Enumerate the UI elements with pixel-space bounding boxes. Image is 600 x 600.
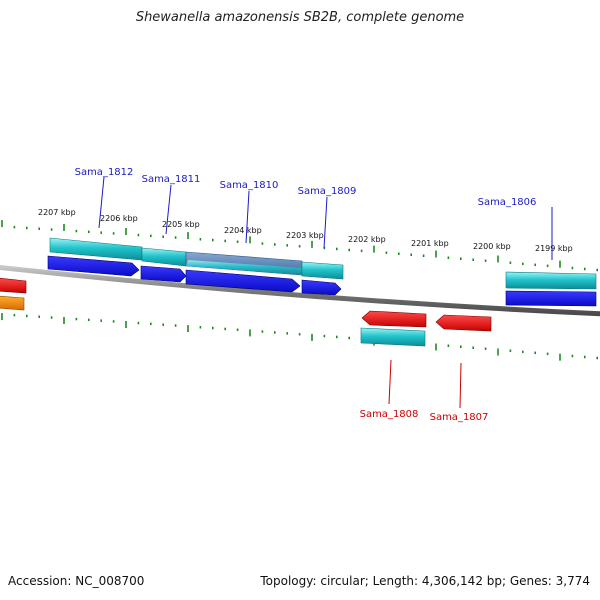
scale-label: 2204 kbp — [224, 226, 262, 235]
leader-line — [245, 190, 250, 244]
cds-arrow-reverse[interactable] — [435, 314, 492, 332]
leader-line — [459, 362, 462, 409]
lower-scale-ticks — [1, 313, 599, 361]
scale-label: 2207 kbp — [38, 208, 76, 217]
feature-block[interactable] — [505, 271, 597, 290]
leader-line — [388, 359, 392, 405]
scale-label: 2201 kbp — [411, 239, 449, 248]
cds-arrow-forward[interactable] — [185, 269, 301, 293]
cds-arrow-forward[interactable] — [47, 255, 140, 277]
scale-label: 2203 kbp — [286, 231, 324, 240]
gene-label-sama-1809[interactable]: Sama_1809 — [298, 186, 357, 197]
cds-arrow-reverse[interactable] — [361, 310, 427, 328]
gene-label-sama-1806[interactable]: Sama_1806 — [478, 197, 537, 208]
gene-label-sama-1811[interactable]: Sama_1811 — [142, 174, 201, 185]
cds-arrow-forward[interactable] — [505, 290, 597, 307]
scale-label: 2205 kbp — [162, 220, 200, 229]
cds-arrow-forward[interactable] — [140, 265, 187, 283]
feature-block[interactable] — [186, 260, 302, 275]
cds-arrow-forward[interactable] — [301, 279, 342, 296]
scale-label: 2206 kbp — [100, 214, 138, 223]
gene-label-sama-1808[interactable]: Sama_1808 — [360, 409, 419, 420]
cds-arrow-reverse[interactable] — [0, 277, 27, 294]
feature-block[interactable] — [0, 295, 25, 311]
map-title: Shewanella amazonensis SB2B, complete ge… — [135, 10, 465, 25]
scale-label: 2199 kbp — [535, 244, 573, 253]
gene-label-sama-1812[interactable]: Sama_1812 — [75, 167, 134, 178]
feature-block[interactable] — [141, 247, 187, 267]
scale-label: 2200 kbp — [473, 242, 511, 251]
gene-label-sama-1807[interactable]: Sama_1807 — [430, 412, 489, 423]
leader-line — [98, 176, 105, 229]
upper-scale-ticks — [1, 220, 599, 272]
gene-label-sama-1810[interactable]: Sama_1810 — [220, 180, 279, 191]
feature-block[interactable] — [301, 261, 344, 280]
scale-label: 2202 kbp — [348, 235, 386, 244]
leader-line — [165, 184, 172, 235]
genome-backbone — [0, 265, 600, 317]
leader-line — [323, 196, 328, 249]
accession-text: Accession: NC_008700 — [8, 574, 145, 588]
genome-summary-text: Topology: circular; Length: 4,306,142 bp… — [260, 574, 590, 588]
feature-block[interactable] — [360, 327, 426, 347]
feature-block[interactable] — [49, 237, 143, 261]
